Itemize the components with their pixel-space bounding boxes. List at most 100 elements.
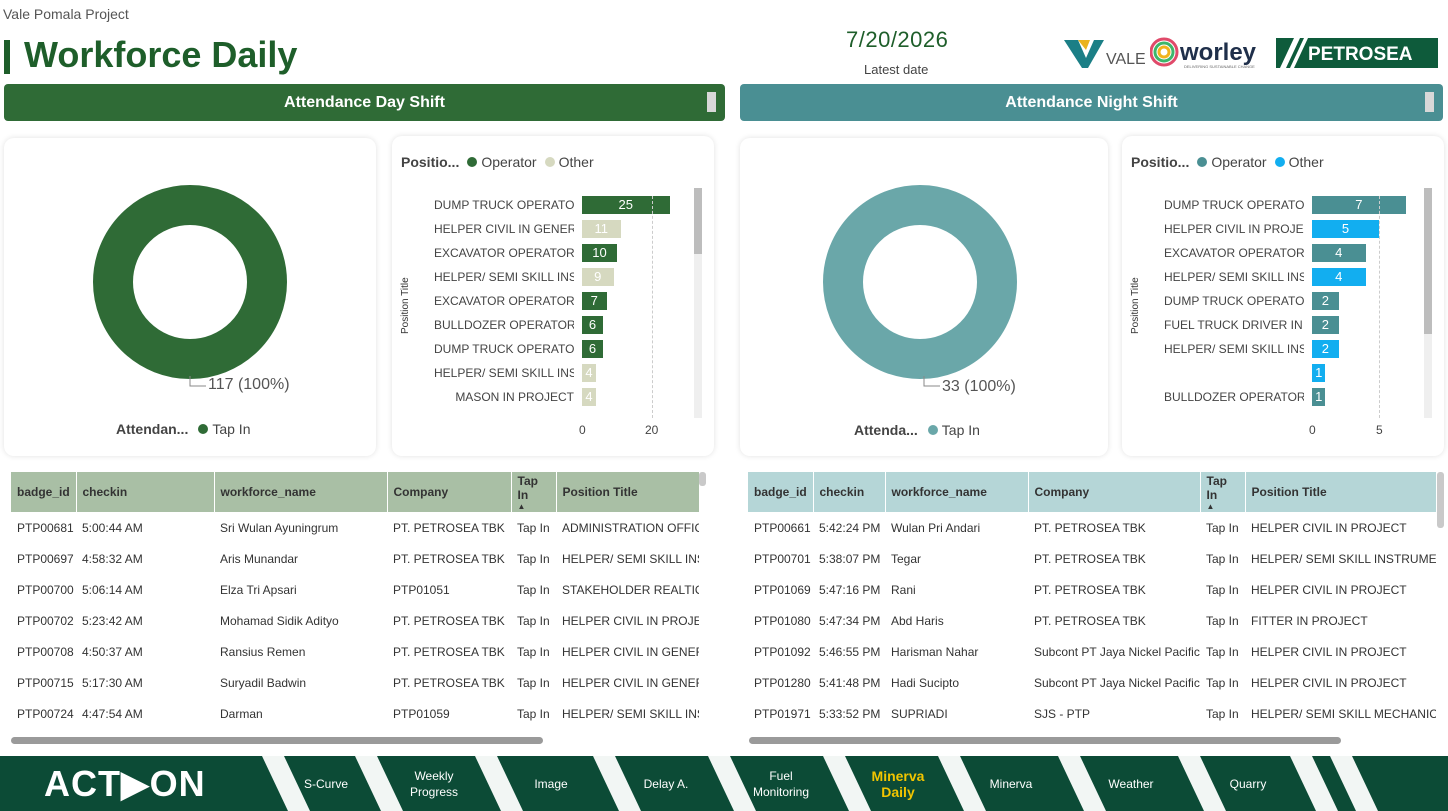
petrosea-logo: PETROSEA bbox=[1276, 38, 1438, 68]
night-donut-legend-item[interactable]: Tap In bbox=[941, 422, 980, 438]
day-header-handle[interactable] bbox=[707, 92, 716, 112]
night-col-header[interactable]: Position Title bbox=[1245, 472, 1436, 512]
table-cell: HELPER CIVIL IN GENERA bbox=[562, 675, 699, 690]
table-cell: Mohamad Sidik Adityo bbox=[220, 613, 339, 628]
worley-tagline: DELIVERING SUSTAINABLE CHANGE bbox=[1184, 64, 1255, 69]
nav-item-weather[interactable]: Weather bbox=[1108, 776, 1154, 791]
day-bar[interactable]: 10 bbox=[582, 244, 617, 262]
day-bar-scrollbar[interactable] bbox=[694, 188, 702, 418]
nav-item-quarry[interactable]: Quarry bbox=[1229, 776, 1267, 791]
day-bar-label: DUMP TRUCK OPERATO... bbox=[434, 198, 574, 212]
night-legend-operator[interactable]: Operator bbox=[1211, 154, 1267, 170]
table-row[interactable]: PTP00700 5:06:14 AM Elza Tri Apsari PTP0105… bbox=[11, 574, 699, 605]
night-bar[interactable]: 5 bbox=[1312, 220, 1379, 238]
table-cell: Tegar bbox=[891, 551, 922, 566]
table-cell: Tap In bbox=[517, 675, 550, 690]
night-bar-scroll-thumb[interactable] bbox=[1424, 188, 1432, 334]
night-col-header[interactable]: Company bbox=[1028, 472, 1201, 512]
table-row[interactable]: PTP00708 4:50:37 AM Ransius Remen PT. PETRO… bbox=[11, 636, 699, 667]
night-col-header[interactable]: Tap In ▲ bbox=[1200, 472, 1246, 512]
night-attendance-donut-card[interactable]: 33 (100%) Attenda... Tap In bbox=[740, 138, 1108, 456]
nav-item-image[interactable]: Image bbox=[534, 776, 568, 791]
table-row[interactable]: PTP00702 5:23:42 AM Mohamad Sidik Adityo PT… bbox=[11, 605, 699, 636]
day-attendance-donut-card[interactable]: 117 (100%) Attendan... Tap In bbox=[4, 138, 376, 456]
day-legend-other-dot bbox=[544, 157, 555, 167]
table-row[interactable]: PTP00724 4:47:54 AM Darman PTP01059 Tap In HE… bbox=[11, 698, 699, 729]
table-cell: Tap In bbox=[517, 706, 550, 721]
day-bar[interactable]: 4 bbox=[582, 388, 596, 406]
night-col-header[interactable]: workforce_name bbox=[885, 472, 1029, 512]
night-bar[interactable]: 4 bbox=[1312, 244, 1366, 262]
table-cell: PT. PETROSEA TBK bbox=[1034, 551, 1146, 566]
day-legend-other[interactable]: Other bbox=[558, 154, 594, 170]
nav-item-delay-a[interactable]: Delay A. bbox=[643, 776, 689, 791]
chevron-divider bbox=[475, 756, 523, 811]
table-row[interactable]: PTP01069 5:47:16 PM Rani PT. PETROSEA TBK Ta… bbox=[748, 574, 1436, 605]
table-cell: PTP00701 bbox=[754, 551, 811, 566]
night-col-header[interactable]: badge_id bbox=[748, 472, 814, 512]
table-cell: SUPRIADI bbox=[891, 706, 948, 721]
night-bar-label: DUMP TRUCK OPERATO... bbox=[1164, 294, 1304, 308]
day-bar[interactable]: 7 bbox=[582, 292, 607, 310]
table-cell: PT. PETROSEA TBK bbox=[393, 644, 505, 659]
day-attendance-donut[interactable] bbox=[90, 182, 290, 382]
night-attendance-donut[interactable] bbox=[820, 182, 1020, 382]
night-bar-scrollbar[interactable] bbox=[1424, 188, 1432, 418]
day-legend-operator[interactable]: Operator bbox=[481, 154, 537, 170]
table-row[interactable]: PTP00715 5:17:30 AM Suryadil Badwin PT. PET… bbox=[11, 667, 699, 698]
night-bar-label: FUEL TRUCK DRIVER IN ... bbox=[1164, 318, 1304, 332]
night-bar[interactable]: 4 bbox=[1312, 268, 1366, 286]
night-bar[interactable]: 1 bbox=[1312, 364, 1326, 382]
nav-item-s-curve[interactable]: S-Curve bbox=[303, 776, 348, 791]
table-row[interactable]: PTP01971 5:33:52 PM SUPRIADI SJS - PTP Tap I… bbox=[748, 698, 1436, 729]
table-cell: Tap In bbox=[517, 613, 550, 628]
day-attendance-table[interactable]: badge_id checkin workforce_name Company Tap … bbox=[11, 472, 699, 730]
table-cell: PTP00708 bbox=[17, 644, 74, 659]
nav-item-fuel-monitoring[interactable]: Fuel Monitoring bbox=[752, 768, 810, 799]
night-bar[interactable]: 7 bbox=[1312, 196, 1406, 214]
day-table-vscroll[interactable] bbox=[699, 472, 706, 486]
day-col-header[interactable]: checkin bbox=[76, 472, 215, 512]
day-bar[interactable]: 9 bbox=[582, 268, 614, 286]
nav-item-weekly-progress[interactable]: Weekly Progress bbox=[409, 768, 459, 799]
table-row[interactable]: PTP00661 5:42:24 PM Wulan Pri Andari PT. PE… bbox=[748, 512, 1436, 543]
table-cell: Tap In bbox=[1206, 551, 1239, 566]
night-col-header[interactable]: checkin bbox=[813, 472, 886, 512]
day-col-header[interactable]: workforce_name bbox=[214, 472, 388, 512]
day-bar[interactable]: 6 bbox=[582, 316, 603, 334]
day-bar[interactable]: 4 bbox=[582, 364, 596, 382]
day-bar[interactable]: 25 bbox=[582, 196, 670, 214]
night-bar[interactable]: 1 bbox=[1312, 388, 1326, 406]
table-row[interactable]: PTP01080 5:47:34 PM Abd Haris PT. PETROSEA … bbox=[748, 605, 1436, 636]
day-table-hscroll[interactable] bbox=[11, 737, 543, 744]
nav-item-minerva[interactable]: Minerva bbox=[989, 776, 1033, 791]
day-bar[interactable]: 11 bbox=[582, 220, 621, 238]
day-col-header[interactable]: badge_id bbox=[11, 472, 77, 512]
nav-item-minerva-daily[interactable]: Minerva Daily bbox=[871, 767, 925, 800]
day-col-header[interactable]: Tap In ▲ bbox=[511, 472, 557, 512]
day-col-header[interactable]: Company bbox=[387, 472, 512, 512]
night-table-vscroll[interactable] bbox=[1437, 472, 1444, 528]
night-attendance-table[interactable]: badge_id checkin workforce_name Company Tap … bbox=[748, 472, 1436, 730]
day-bar-scroll-thumb[interactable] bbox=[694, 188, 702, 254]
night-bar[interactable]: 2 bbox=[1312, 316, 1339, 334]
night-gridline bbox=[1379, 196, 1380, 418]
day-donut-legend-item[interactable]: Tap In bbox=[212, 421, 251, 437]
table-cell: Elza Tri Apsari bbox=[220, 582, 297, 597]
table-cell: HELPER/ SEMI SKILL MECHANIC IN bbox=[1251, 706, 1436, 721]
day-col-header[interactable]: Position Title bbox=[556, 472, 699, 512]
table-row[interactable]: PTP00681 5:00:44 AM Sri Wulan Ayuningrum PT… bbox=[11, 512, 699, 543]
day-bar-legend-title: Positio... bbox=[401, 154, 460, 170]
table-row[interactable]: PTP00697 4:58:32 AM Aris Munandar PT. PETRO… bbox=[11, 543, 699, 574]
night-position-bar-card[interactable]: Positio... Operator Other Position Title… bbox=[1122, 136, 1444, 456]
day-bar[interactable]: 6 bbox=[582, 340, 603, 358]
table-row[interactable]: PTP01280 5:41:48 PM Hadi Sucipto Subcont PT… bbox=[748, 667, 1436, 698]
table-row[interactable]: PTP00701 5:38:07 PM Tegar PT. PETROSEA TBK T… bbox=[748, 543, 1436, 574]
night-legend-other[interactable]: Other bbox=[1288, 154, 1324, 170]
night-bar[interactable]: 2 bbox=[1312, 292, 1339, 310]
table-row[interactable]: PTP01092 5:46:55 PM Harisman Nahar Subcont … bbox=[748, 636, 1436, 667]
day-position-bar-card[interactable]: Positio... Operator Other Position Title… bbox=[392, 136, 714, 456]
night-table-hscroll[interactable] bbox=[749, 737, 1341, 744]
night-bar[interactable]: 2 bbox=[1312, 340, 1339, 358]
night-header-handle[interactable] bbox=[1425, 92, 1434, 112]
